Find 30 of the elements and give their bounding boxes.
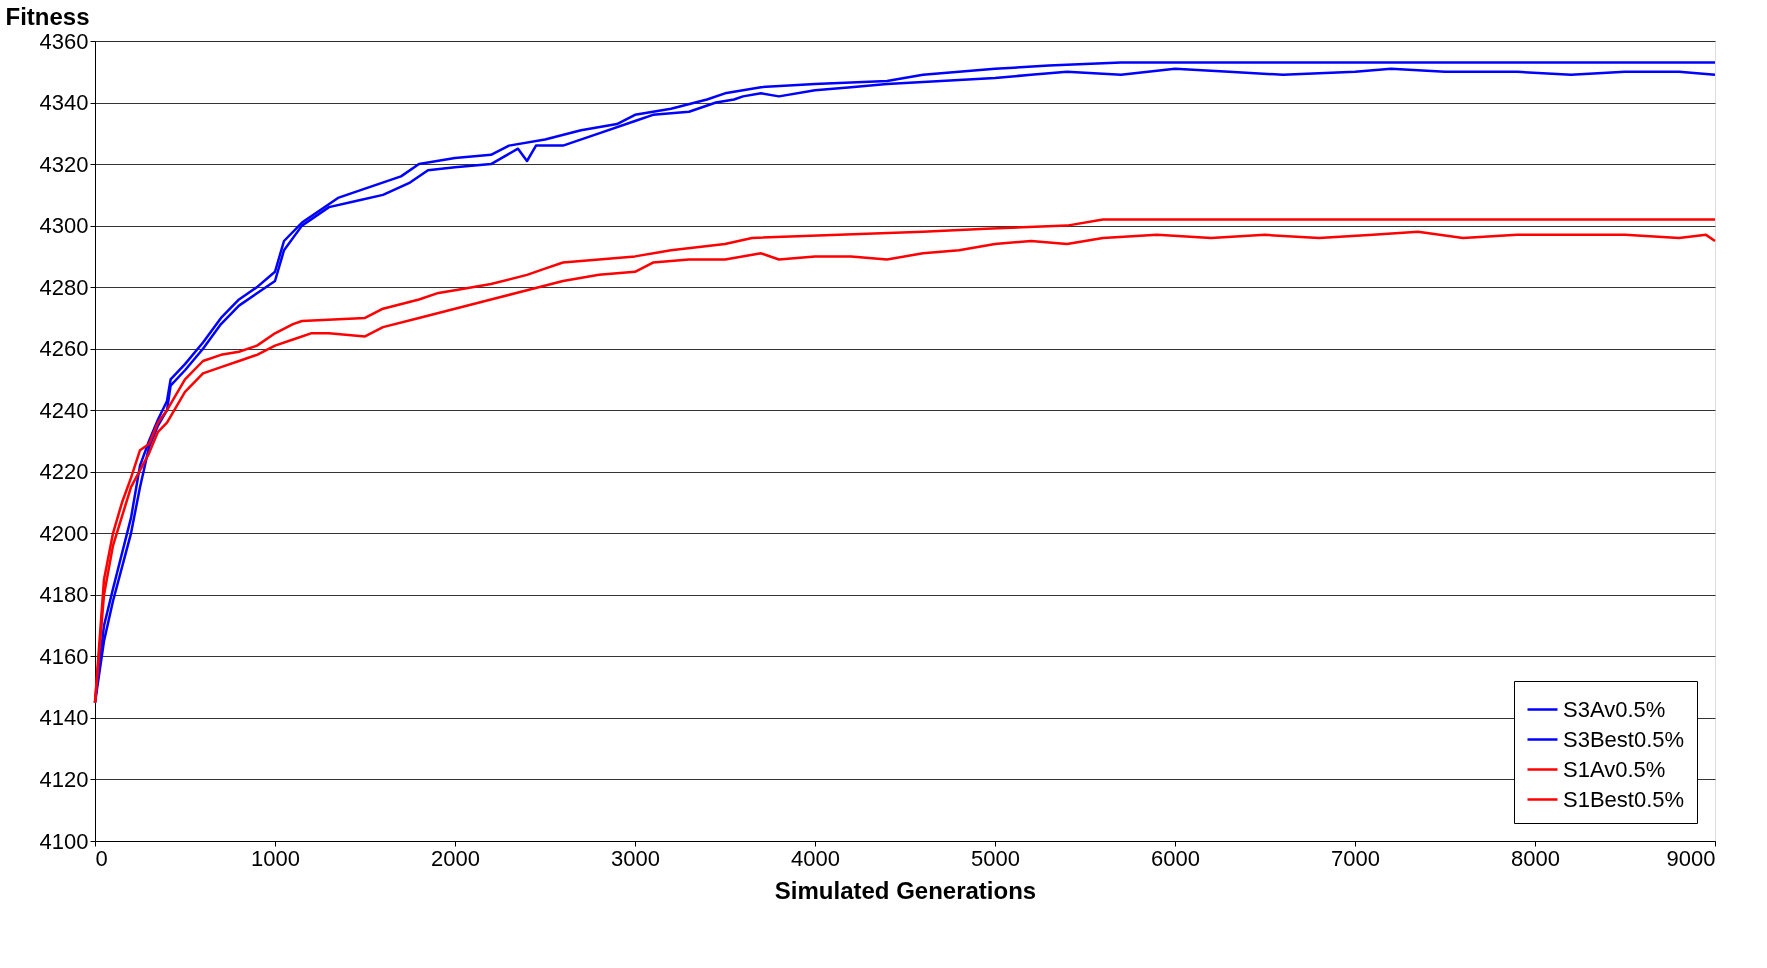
x-tick-label: 4000 [791,845,840,871]
x-tick-label: 2000 [431,845,480,871]
y-tick-label: 4180 [39,582,89,608]
y-tick-label: 4160 [39,643,89,669]
y-tick-label: 4260 [39,336,89,362]
x-tick-label: 3000 [611,845,660,871]
y-tick-label: 4320 [39,151,89,177]
y-tick-label: 4240 [39,397,89,423]
x-tick-label: 7000 [1331,845,1380,871]
y-axis-title: Fitness [5,2,90,30]
legend-label: S3Av0.5% [1563,696,1666,722]
x-tick-label: 5000 [971,845,1020,871]
x-tick-label: 0 [95,845,108,871]
legend-label: S3Best0.5% [1563,726,1685,752]
y-tick-label: 4300 [39,213,89,239]
y-tick-label: 4340 [39,90,89,116]
y-tick-label: 4220 [39,459,89,485]
x-axis-title: Simulated Generations [774,876,1037,904]
legend-label: S1Best0.5% [1563,786,1685,812]
y-tick-label: 4120 [39,766,89,792]
x-tick-label: 1000 [251,845,300,871]
y-tick-label: 4360 [39,28,89,54]
x-tick-label: 6000 [1151,845,1200,871]
x-tick-label: 8000 [1511,845,1560,871]
y-tick-label: 4100 [39,828,89,854]
y-tick-label: 4280 [39,274,89,300]
y-tick-label: 4200 [39,520,89,546]
y-tick-label: 4140 [39,705,89,731]
legend-label: S1Av0.5% [1563,756,1666,782]
x-tick-label: 9000 [1666,845,1716,871]
